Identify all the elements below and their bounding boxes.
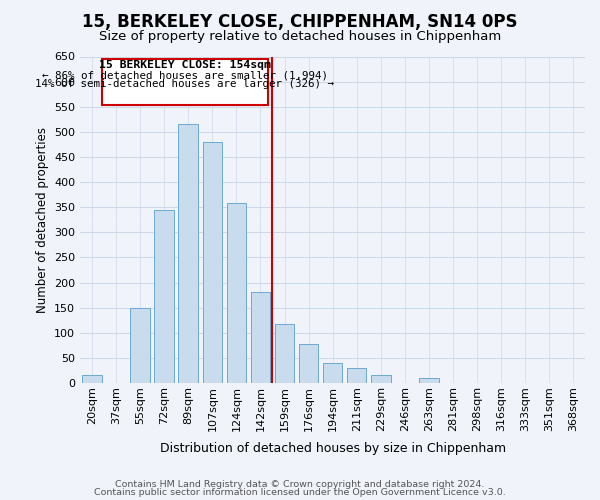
Bar	[251, 292, 271, 383]
FancyBboxPatch shape	[102, 59, 268, 105]
Text: 14% of semi-detached houses are larger (326) →: 14% of semi-detached houses are larger (…	[35, 79, 334, 89]
Bar	[299, 344, 319, 383]
Bar	[203, 142, 222, 383]
Bar	[130, 308, 150, 383]
Bar	[275, 324, 295, 383]
Text: ← 86% of detached houses are smaller (1,994): ← 86% of detached houses are smaller (1,…	[42, 70, 328, 80]
X-axis label: Distribution of detached houses by size in Chippenham: Distribution of detached houses by size …	[160, 442, 506, 455]
Text: 15 BERKELEY CLOSE: 154sqm: 15 BERKELEY CLOSE: 154sqm	[99, 60, 271, 70]
Text: Size of property relative to detached houses in Chippenham: Size of property relative to detached ho…	[99, 30, 501, 43]
Bar	[82, 376, 102, 383]
Bar	[178, 124, 198, 383]
Bar	[227, 203, 246, 383]
Bar	[323, 363, 343, 383]
Text: Contains HM Land Registry data © Crown copyright and database right 2024.: Contains HM Land Registry data © Crown c…	[115, 480, 485, 489]
Text: 15, BERKELEY CLOSE, CHIPPENHAM, SN14 0PS: 15, BERKELEY CLOSE, CHIPPENHAM, SN14 0PS	[82, 12, 518, 30]
Y-axis label: Number of detached properties: Number of detached properties	[35, 126, 49, 312]
Bar	[154, 210, 174, 383]
Bar	[347, 368, 367, 383]
Bar	[371, 376, 391, 383]
Bar	[419, 378, 439, 383]
Text: Contains public sector information licensed under the Open Government Licence v3: Contains public sector information licen…	[94, 488, 506, 497]
